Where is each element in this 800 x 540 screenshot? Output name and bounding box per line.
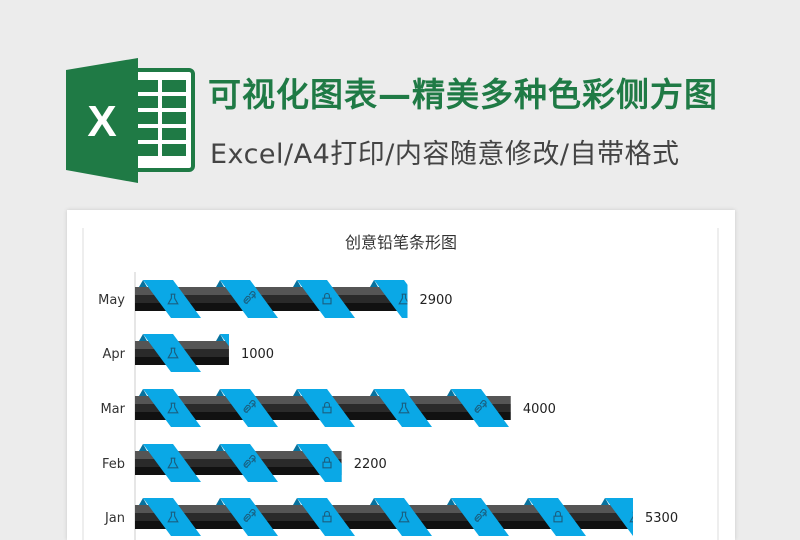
bar-mar [135,389,511,427]
bar-jan [135,498,633,536]
data-label: 5300 [645,511,678,526]
category-label: Jan [104,511,125,526]
ribbon-band [297,444,342,482]
data-label: 4000 [523,402,556,417]
bar-chart: May 2900 Apr 1000 Mar 4000 Feb 2200 Jan 5300 [82,228,719,540]
flask-icon [167,457,179,469]
lock-icon [322,292,332,305]
page-subtitle: Excel/A4打印/内容随意修改/自带格式 [210,139,680,170]
ribbon-band [451,389,509,427]
link-icon [243,400,256,413]
ribbon-band [143,389,201,427]
link-icon [243,291,256,304]
flask-icon [167,347,179,359]
chart-title: 创意铅笔条形图 [344,233,457,252]
link-icon [243,455,256,468]
ribbon-band [143,444,201,482]
flask-icon [167,293,179,305]
flask-icon [398,293,408,305]
lock-icon [322,510,332,523]
page-title: 可视化图表—精美多种色彩侧方图 [208,75,718,114]
flask-icon [399,458,409,468]
ribbon-band [220,280,278,318]
bar-feb [135,444,409,482]
lock-icon [553,510,563,523]
flask-icon [167,511,179,523]
logo-letter: X [87,97,116,146]
ribbon-band [374,280,408,318]
flask-icon [167,402,179,414]
ribbon-band [374,389,432,427]
bar-may [135,280,408,318]
data-label: 1000 [241,347,274,362]
link-icon [474,509,487,522]
link-icon [474,400,487,413]
flask-icon [398,511,410,523]
flask-icon [398,402,410,414]
category-label: May [98,293,125,308]
ribbon-band [143,334,201,372]
category-label: Mar [100,402,125,417]
category-label: Feb [102,457,125,472]
data-label: 2900 [419,293,452,308]
category-label: Apr [103,347,126,362]
ribbon-band [220,389,278,427]
ribbon-band [143,280,201,318]
chart-card: 创意铅笔条形图 May 2900 Apr 1000 Mar 4000 Feb 2200 Jan 5… [67,210,735,540]
ribbon-band [220,444,278,482]
lock-icon [322,401,332,414]
link-icon [243,509,256,522]
data-label: 2200 [354,457,387,472]
ribbon-band [297,389,355,427]
ribbon-band [297,280,355,318]
bar-apr [135,334,229,372]
lock-icon [322,456,332,469]
excel-logo: X [66,58,195,183]
